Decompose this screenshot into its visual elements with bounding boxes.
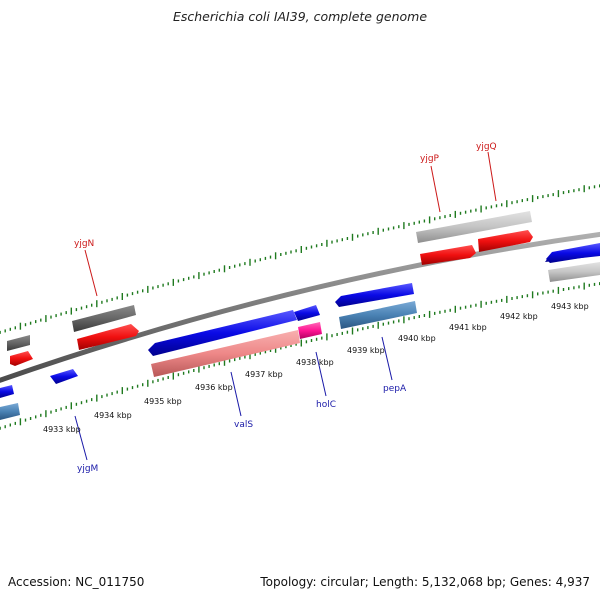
feature-gray-yjgN[interactable] xyxy=(72,305,136,332)
upper-tick-track xyxy=(0,184,600,334)
gene-leader-lines xyxy=(74,151,497,461)
map-title: Escherichia coli IAI39, complete genome xyxy=(172,9,428,24)
feature-light-gray-yjgP[interactable] xyxy=(416,211,532,243)
gene-label-yjgN[interactable]: yjgN xyxy=(74,239,94,249)
gene-label-valS[interactable]: valS xyxy=(234,420,253,430)
scale-label-4935: 4935 kbp xyxy=(144,397,182,406)
gene-label-yjgP[interactable]: yjgP xyxy=(420,154,440,164)
scale-label-4933: 4933 kbp xyxy=(43,425,81,434)
feature-steel-pepA[interactable] xyxy=(339,301,417,329)
scale-labels: 4933 kbp 4934 kbp 4935 kbp 4936 kbp 4937… xyxy=(43,302,589,434)
leader-yjgN xyxy=(84,249,98,297)
footer-stats: Topology: circular; Length: 5,132,068 bp… xyxy=(260,575,590,589)
leader-valS xyxy=(230,371,242,417)
feature-track-reverse xyxy=(10,230,533,366)
cds-yjgM[interactable] xyxy=(50,369,78,384)
feature-gray-left[interactable] xyxy=(7,335,30,351)
leader-yjgQ xyxy=(487,151,497,202)
feature-track-lower xyxy=(0,262,600,420)
feature-light-gray-right[interactable] xyxy=(548,262,600,282)
leader-yjgP xyxy=(430,165,441,213)
lower-tick-track xyxy=(0,282,600,430)
gene-label-yjgQ[interactable]: yjgQ xyxy=(476,142,497,152)
scale-label-4940: 4940 kbp xyxy=(398,334,436,343)
cds-yjgP[interactable] xyxy=(420,245,476,265)
gene-label-yjgM[interactable]: yjgM xyxy=(77,464,98,474)
scale-label-4942: 4942 kbp xyxy=(500,312,538,321)
cds-valS[interactable] xyxy=(148,310,297,356)
cds-pepA[interactable] xyxy=(335,283,414,307)
cds-red-left[interactable] xyxy=(10,351,33,366)
scale-label-4934: 4934 kbp xyxy=(94,411,132,420)
feature-track-blue xyxy=(0,243,600,398)
scale-label-4943: 4943 kbp xyxy=(551,302,589,311)
cds-holC[interactable] xyxy=(294,305,320,321)
cds-blue-right[interactable] xyxy=(546,243,600,263)
gene-labels: yjgN yjgP yjgQ yjgM valS holC pepA xyxy=(74,142,497,474)
leader-holC xyxy=(315,351,327,397)
feature-pink-valS[interactable] xyxy=(151,330,300,377)
scale-label-4941: 4941 kbp xyxy=(449,323,487,332)
leader-yjgM xyxy=(74,415,88,461)
scale-label-4938: 4938 kbp xyxy=(296,358,334,367)
footer-accession: Accession: NC_011750 xyxy=(8,575,145,589)
leader-pepA xyxy=(381,336,393,381)
cds-yjgQ[interactable] xyxy=(478,230,533,252)
scale-label-4939: 4939 kbp xyxy=(347,346,385,355)
feature-steel-left[interactable] xyxy=(0,403,20,420)
genome-backbone xyxy=(0,231,600,383)
gene-label-holC[interactable]: holC xyxy=(316,400,336,410)
scale-label-4936: 4936 kbp xyxy=(195,383,233,392)
scale-label-4937: 4937 kbp xyxy=(245,370,283,379)
cds-blue-left-edge[interactable] xyxy=(0,385,14,398)
feature-magenta-holC[interactable] xyxy=(298,322,322,339)
cds-yjgN[interactable] xyxy=(77,324,139,350)
gene-label-pepA[interactable]: pepA xyxy=(383,384,407,394)
